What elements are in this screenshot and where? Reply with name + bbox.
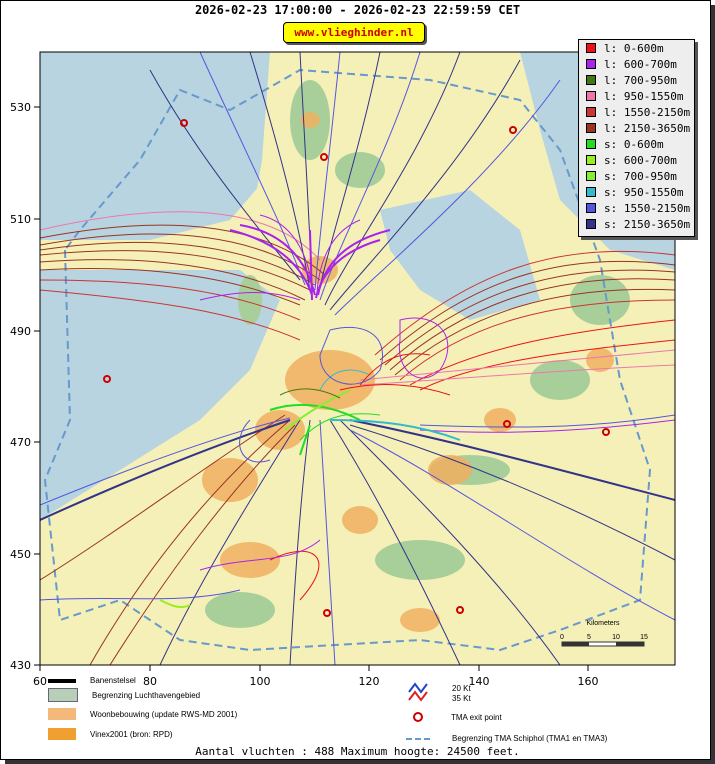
legend-swatch <box>586 91 596 101</box>
scale-tick: 5 <box>587 634 591 641</box>
legend-item: l: 2150-3650m <box>579 120 694 136</box>
boundary-swatch-icon <box>48 688 78 702</box>
legend-item: s: 700-950m <box>579 168 694 184</box>
x-tick-label: 100 <box>250 675 271 688</box>
plot-border <box>39 51 676 666</box>
legend-item: l: 600-700m <box>579 56 694 72</box>
legend-swatch <box>586 123 596 133</box>
wind-zigzag-icon <box>408 682 428 702</box>
key-runways: Banenstelsel <box>48 676 136 685</box>
exit-point-icon <box>413 712 423 722</box>
key-tma-exit: TMA exit point <box>413 712 502 722</box>
map-key: Banenstelsel Begrenzing Luchthavengebied… <box>40 668 675 746</box>
legend-label: l: 0-600m <box>604 41 664 55</box>
website-badge[interactable]: www.vlieghinder.nl <box>283 22 425 43</box>
y-tick-label: 510 <box>10 213 31 226</box>
legend-swatch <box>586 187 596 197</box>
legend-label: l: 2150-3650m <box>604 121 691 135</box>
axis-ticks <box>34 106 589 671</box>
legend-item: s: 950-1550m <box>579 184 694 200</box>
legend-swatch <box>586 203 596 213</box>
housing-swatch-icon <box>48 708 76 720</box>
legend-label: l: 950-1550m <box>604 89 684 103</box>
tma-line-icon <box>406 737 430 740</box>
urban-areas <box>202 112 614 632</box>
legend-label: s: 600-700m <box>604 153 677 167</box>
legend-swatch <box>586 59 596 69</box>
scale-bar <box>561 641 645 647</box>
legend-label: s: 700-950m <box>604 169 677 183</box>
x-tick-label: 120 <box>359 675 380 688</box>
y-tick-label: 470 <box>10 436 31 449</box>
key-wind <box>408 682 452 702</box>
legend-label: l: 1550-2150m <box>604 105 691 119</box>
key-wind-20: 20 Kt <box>452 684 471 693</box>
tma-boundary <box>43 68 652 652</box>
legend-item: s: 1550-2150m <box>579 200 694 216</box>
legend-label: s: 0-600m <box>604 137 664 151</box>
legend-item: l: 700-950m <box>579 72 694 88</box>
legend-label: l: 600-700m <box>604 57 677 71</box>
legend-label: l: 700-950m <box>604 73 677 87</box>
x-tick-label: 160 <box>578 675 599 688</box>
key-vinex: Vinex2001 (bron: RPD) <box>48 728 173 740</box>
legend-item: s: 0-600m <box>579 136 694 152</box>
y-tick-label: 490 <box>10 325 31 338</box>
scale-tick: 10 <box>612 634 620 641</box>
flight-tracks <box>40 52 675 665</box>
legend-item: l: 0-600m <box>579 40 694 56</box>
key-airport-boundary: Begrenzing Luchthavengebied <box>48 688 200 702</box>
x-tick-label: 140 <box>469 675 490 688</box>
legend-label: s: 1550-2150m <box>604 201 691 215</box>
key-housing: Woonbebouwing (update RWS-MD 2001) <box>48 708 237 720</box>
x-tick-label: 80 <box>143 675 157 688</box>
y-tick-label: 530 <box>10 101 31 114</box>
scale-label: Kilometers <box>586 620 620 627</box>
legend-swatch <box>586 43 596 53</box>
tma-exit-points <box>103 119 610 617</box>
legend-swatch <box>586 107 596 117</box>
land-north <box>250 52 300 230</box>
lake-ij <box>380 190 540 320</box>
x-tick-label: 60 <box>33 675 47 688</box>
altitude-legend: l: 0-600m l: 600-700m l: 700-950m l: 950… <box>578 39 695 237</box>
runway-symbol-icon <box>48 678 76 683</box>
legend-swatch <box>586 219 596 229</box>
vinex-swatch-icon <box>48 728 76 740</box>
legend-label: s: 950-1550m <box>604 185 684 199</box>
key-tma-boundary: Begrenzing TMA Schiphol (TMA1 en TMA3) <box>406 734 607 743</box>
legend-swatch <box>586 171 596 181</box>
legend-swatch <box>586 155 596 165</box>
scale-tick: 15 <box>640 634 648 641</box>
y-tick-label: 430 <box>10 659 31 672</box>
legend-item: l: 1550-2150m <box>579 104 694 120</box>
legend-item: s: 600-700m <box>579 152 694 168</box>
y-tick-label: 450 <box>10 548 31 561</box>
legend-item: l: 950-1550m <box>579 88 694 104</box>
legend-swatch <box>586 139 596 149</box>
time-range-title: 2026-02-23 17:00:00 - 2026-02-23 22:59:5… <box>194 3 521 17</box>
flight-summary: Aantal vluchten : 488 Maximum hoogte: 24… <box>195 745 520 758</box>
legend-swatch <box>586 75 596 85</box>
scale-tick: 0 <box>560 634 564 641</box>
legend-label: s: 2150-3650m <box>604 217 691 231</box>
key-wind-35: 35 Kt <box>452 694 471 703</box>
legend-item: s: 2150-3650m <box>579 216 694 232</box>
